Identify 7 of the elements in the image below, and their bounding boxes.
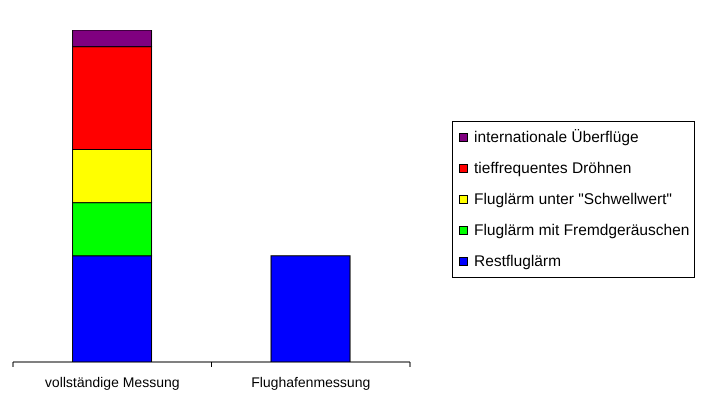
legend-label: internationale Überflüge: [474, 128, 639, 146]
legend-label: Fluglärm mit Fremdgeräuschen: [474, 222, 690, 240]
legend-label: tieffrequentes Dröhnen: [474, 160, 632, 178]
legend-label: Restfluglärm: [474, 252, 561, 270]
x-tick-label: Flughafenmessung: [251, 374, 370, 390]
x-tick-label: vollständige Messung: [44, 374, 180, 390]
legend-label: Fluglärm unter "Schwellwert": [474, 190, 672, 208]
